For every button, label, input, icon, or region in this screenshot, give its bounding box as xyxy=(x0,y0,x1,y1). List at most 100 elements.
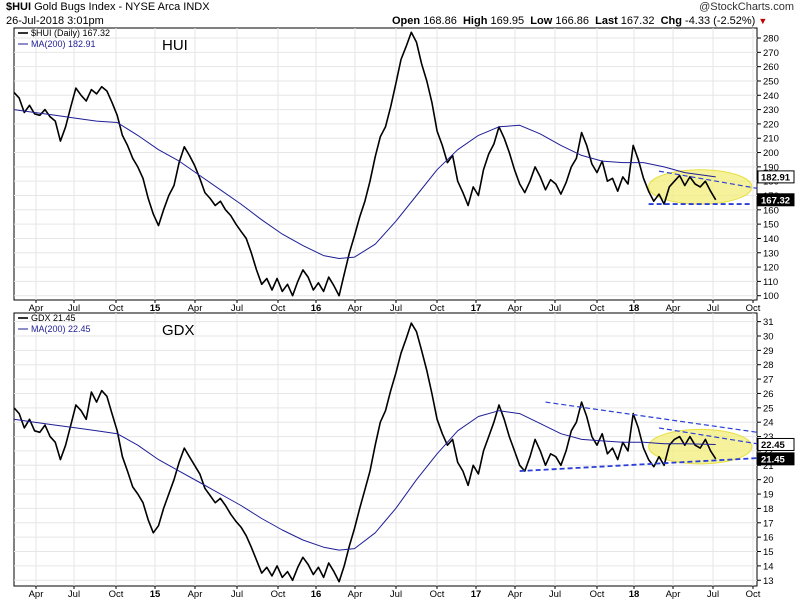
y-tick-label: 130 xyxy=(763,248,779,259)
price-series-line xyxy=(13,322,717,583)
y-tick-label: 250 xyxy=(763,76,779,87)
x-tick-label: Jul xyxy=(68,589,80,600)
x-tick-label: Oct xyxy=(590,303,605,314)
y-tick-label: 260 xyxy=(763,62,779,73)
price-value-tag-box xyxy=(757,452,795,466)
x-tick-label: Jul xyxy=(390,589,402,600)
x-tick-label: Jul xyxy=(231,589,243,600)
x-tick-label: Oct xyxy=(109,589,124,600)
low-value: 166.86 xyxy=(555,15,589,27)
header-symbol: $HUI xyxy=(6,1,32,13)
header-date: 26-Jul-2018 3:01pm xyxy=(6,15,104,27)
x-tick-label: Oct xyxy=(109,303,124,314)
header-name: Gold Bugs Index - NYSE Arca INDX xyxy=(34,1,210,13)
x-tick-label: Jul xyxy=(549,303,561,314)
panel-title: GDX xyxy=(162,322,195,339)
last-label: Last xyxy=(595,15,618,27)
chg-label: Chg xyxy=(660,15,682,27)
y-tick-label: 150 xyxy=(763,220,779,231)
x-tick-label: Jul xyxy=(707,589,719,600)
y-tick-label: 28 xyxy=(763,360,774,371)
header-quote: Open 168.86 High 169.95 Low 166.86 Last … xyxy=(392,15,767,27)
low-label: Low xyxy=(530,15,553,27)
y-tick-label: 30 xyxy=(763,331,774,342)
high-value: 169.95 xyxy=(490,15,525,27)
last-value: 167.32 xyxy=(620,15,655,27)
x-tick-label: 17 xyxy=(471,303,482,314)
x-tick-label: Oct xyxy=(746,303,761,314)
legend-label: MA(200) 182.91 xyxy=(31,39,96,49)
legend-label: $HUI (Daily) 167.32 xyxy=(31,28,110,38)
y-tick-label: 120 xyxy=(763,263,779,274)
y-tick-label: 270 xyxy=(763,48,779,59)
plot-frame xyxy=(13,312,758,587)
x-tick-label: Jul xyxy=(68,303,80,314)
ma-series-line xyxy=(13,410,716,551)
y-tick-label: 29 xyxy=(763,346,774,357)
chart-panel-gdx: 13 14 15 16 17 18 19 20 21 22 23 24 25 26 27 28 29 30 31 22… xyxy=(13,312,795,600)
x-tick-label: Apr xyxy=(348,303,363,314)
high-label: High xyxy=(462,15,488,27)
chg-value: -4.33 (-2.52%) xyxy=(685,15,756,27)
price-value-tag: 167.32 xyxy=(761,195,790,206)
brand-logo: @StockCharts.com xyxy=(699,1,794,13)
price-series-line xyxy=(13,31,717,297)
trendline-upper-short xyxy=(658,427,758,445)
panel-title: HUI xyxy=(162,37,188,54)
y-tick-label: 20 xyxy=(763,475,774,486)
x-tick-label: 15 xyxy=(150,589,161,600)
legend-label: MA(200) 22.45 xyxy=(31,324,91,334)
y-tick-label: 24 xyxy=(763,418,774,429)
x-tick-label: Apr xyxy=(666,303,681,314)
x-tick-label: Apr xyxy=(508,589,523,600)
ma-value-tag-box xyxy=(757,437,795,451)
x-tick-label: Apr xyxy=(508,303,523,314)
x-tick-label: Apr xyxy=(666,589,681,600)
x-tick-label: Oct xyxy=(430,303,445,314)
ma-value-tag-box xyxy=(757,170,795,184)
x-tick-label: Oct xyxy=(430,589,445,600)
x-tick-label: Apr xyxy=(29,589,44,600)
y-tick-label: 27 xyxy=(763,375,774,386)
ma-value-tag: 22.45 xyxy=(761,440,785,451)
x-tick-label: Jul xyxy=(707,303,719,314)
y-tick-label: 230 xyxy=(763,105,779,116)
y-tick-label: 25 xyxy=(763,403,774,414)
y-tick-label: 17 xyxy=(763,518,774,529)
y-tick-label: 200 xyxy=(763,148,779,159)
y-tick-label: 22 xyxy=(763,446,774,457)
y-tick-label: 240 xyxy=(763,91,779,102)
x-tick-label: Apr xyxy=(188,589,203,600)
x-tick-label: Jul xyxy=(390,303,402,314)
y-tick-label: 13 xyxy=(763,576,774,587)
y-tick-label: 31 xyxy=(763,317,774,328)
x-tick-label: 16 xyxy=(311,589,322,600)
y-tick-label: 140 xyxy=(763,234,779,245)
x-tick-label: Jul xyxy=(231,303,243,314)
x-tick-label: Oct xyxy=(590,589,605,600)
x-tick-label: 18 xyxy=(629,589,640,600)
y-tick-label: 23 xyxy=(763,432,774,443)
y-tick-label: 220 xyxy=(763,119,779,130)
ma-series-line xyxy=(13,109,716,259)
y-tick-label: 110 xyxy=(763,277,778,288)
y-tick-label: 18 xyxy=(763,504,774,515)
x-tick-label: Apr xyxy=(29,303,44,314)
x-tick-label: 16 xyxy=(311,303,322,314)
y-tick-label: 15 xyxy=(763,547,774,558)
x-tick-label: 15 xyxy=(150,303,161,314)
x-tick-label: Apr xyxy=(348,589,363,600)
chart-panel-hui: 1001101201301401501601701801902002102202… xyxy=(13,27,795,314)
y-tick-label: 21 xyxy=(763,461,774,472)
open-value: 168.86 xyxy=(423,15,457,27)
ma-value-tag: 182.91 xyxy=(761,172,791,183)
x-tick-label: Oct xyxy=(271,303,286,314)
y-tick-label: 19 xyxy=(763,490,774,501)
down-arrow-icon: ▼ xyxy=(758,16,768,26)
x-tick-label: 18 xyxy=(629,303,640,314)
y-tick-label: 160 xyxy=(763,205,779,216)
x-tick-label: Oct xyxy=(271,589,286,600)
plot-frame xyxy=(13,27,758,301)
price-value-tag-box xyxy=(757,193,795,207)
y-tick-label: 26 xyxy=(763,389,774,400)
